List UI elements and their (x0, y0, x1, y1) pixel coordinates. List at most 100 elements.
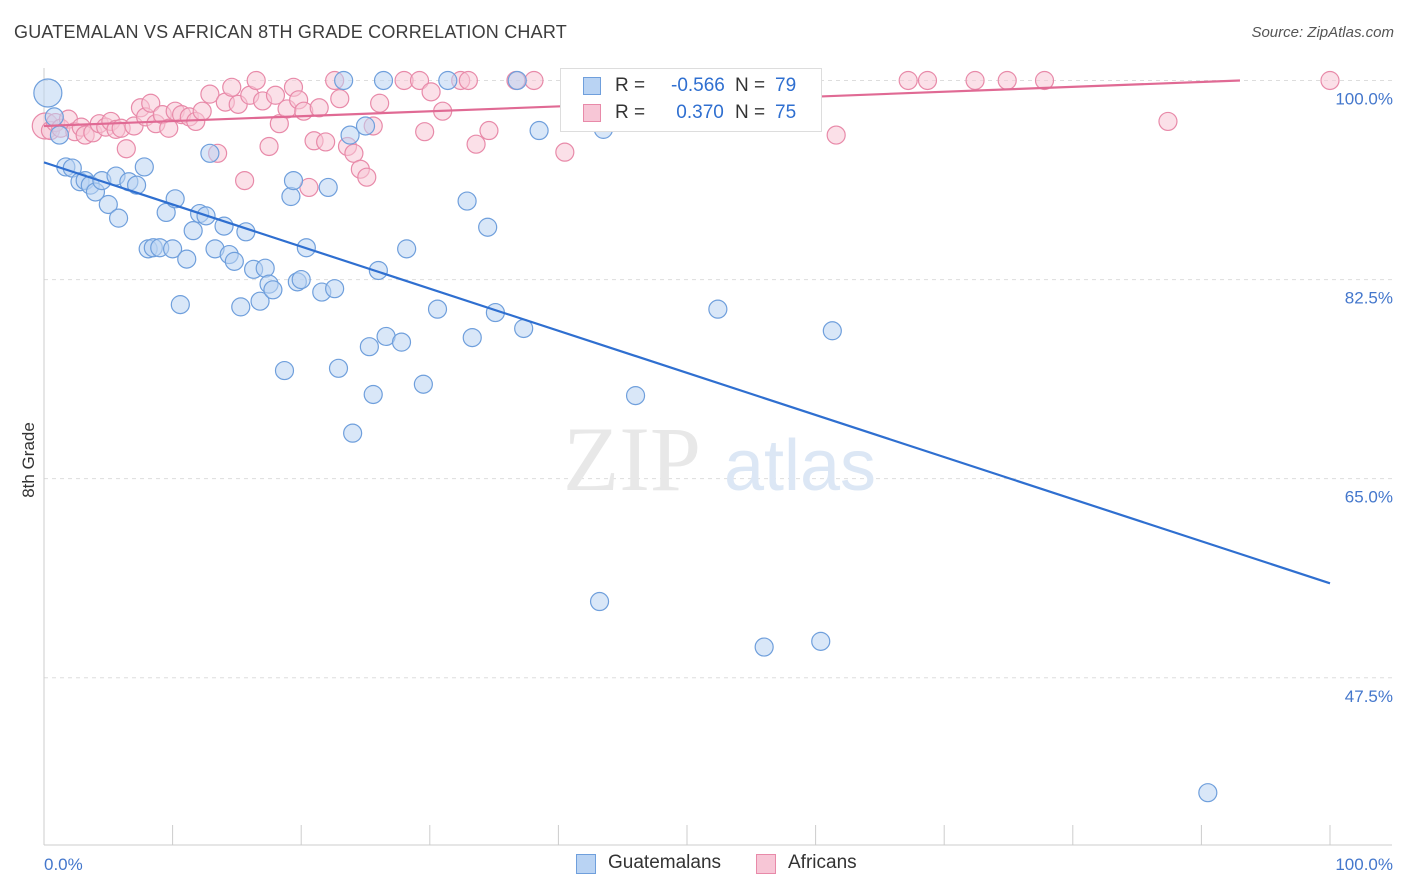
watermark-atlas: atlas (724, 426, 876, 506)
tick-labels: 100.0% 82.5% 65.0% 47.5% 0.0% 100.0% 8th Grade (19, 89, 1393, 874)
data-point-africans (141, 93, 161, 113)
data-point-guatemalans (397, 239, 417, 259)
data-point-guatemalans (163, 239, 183, 259)
data-point-africans (415, 122, 435, 142)
data-point-guatemalans (340, 125, 360, 145)
data-point-guatemalans (283, 170, 304, 191)
data-point-africans (917, 70, 938, 91)
data-point-africans (421, 82, 441, 102)
legend-n-value: 79 (775, 75, 797, 96)
legend-r-label: R = (615, 102, 646, 123)
trendline-guatemalans (43, 161, 1331, 585)
data-point-africans (965, 70, 985, 91)
data-point-guatemalans (281, 186, 301, 207)
data-point-guatemalans (334, 70, 354, 91)
legend-label-guatemalans: Guatemalans (608, 852, 722, 873)
data-point-guatemalans (391, 332, 412, 352)
watermark: ZIP atlas (563, 408, 876, 510)
data-point-africans (458, 70, 478, 91)
x-tick-label: 100.0% (1335, 855, 1393, 874)
data-point-africans (192, 101, 212, 121)
data-point-africans (479, 120, 499, 141)
data-point-africans (116, 139, 136, 159)
y-axis-label: 8th Grade (19, 422, 38, 498)
data-point-africans (555, 142, 575, 162)
data-point-guatemalans (368, 260, 388, 281)
data-point-africans (309, 98, 329, 118)
data-point-guatemalans (589, 591, 610, 612)
grid-lines (44, 79, 1392, 679)
data-point-guatemalans (325, 279, 345, 299)
data-point-guatemalans (274, 360, 295, 381)
data-point-africans (1320, 70, 1340, 91)
data-point-africans (409, 70, 430, 91)
stats-legend: R = -0.566 N = 79 R = 0.370 N = 75 (560, 68, 822, 132)
legend-swatch-pink (756, 854, 776, 874)
data-point-guatemalans (255, 258, 275, 278)
data-point-africans (159, 118, 179, 138)
y-tick-label: 47.5% (1345, 687, 1393, 706)
axes (43, 68, 1392, 846)
data-point-guatemalans (214, 216, 234, 236)
data-point-guatemalans (108, 208, 129, 228)
data-point-africans (370, 93, 390, 113)
data-point-africans (235, 170, 255, 191)
data-point-africans (1158, 111, 1178, 132)
chart-title: GUATEMALAN VS AFRICAN 8TH GRADE CORRELAT… (14, 22, 567, 42)
series-legend: Guatemalans Africans (0, 852, 1406, 878)
legend-n-label: N = (735, 75, 766, 96)
legend-swatch-blue (576, 854, 596, 874)
y-tick-label: 100.0% (1335, 89, 1393, 108)
legend-n-value: 75 (775, 102, 797, 123)
data-point-guatemalans (457, 191, 477, 211)
legend-r-value: -0.566 (671, 75, 725, 96)
y-tick-label: 82.5% (1345, 289, 1393, 308)
series-guatemalans (33, 70, 1218, 803)
data-point-guatemalans (170, 295, 190, 315)
data-point-guatemalans (373, 70, 394, 91)
data-point-guatemalans (250, 291, 270, 311)
data-point-guatemalans (462, 327, 482, 348)
data-point-africans (265, 85, 286, 105)
y-tick-label: 65.0% (1345, 488, 1393, 507)
data-point-guatemalans (413, 374, 433, 394)
data-point-africans (1034, 70, 1055, 91)
data-point-guatemalans (33, 78, 63, 108)
data-point-guatemalans (183, 221, 203, 241)
data-point-guatemalans (355, 116, 376, 136)
data-point-guatemalans (359, 337, 379, 357)
data-point-africans (524, 70, 544, 91)
data-point-africans (316, 132, 336, 152)
data-point-guatemalans (438, 70, 458, 91)
data-point-africans (357, 167, 377, 187)
watermark-zip: ZIP (563, 408, 701, 510)
legend-swatch-pink (583, 104, 601, 122)
data-point-africans (826, 125, 846, 145)
data-point-guatemalans (363, 384, 383, 405)
data-point-africans (246, 70, 266, 91)
legend-swatch-blue (583, 77, 601, 95)
data-point-africans (344, 143, 364, 163)
data-point-guatemalans (98, 194, 118, 215)
data-point-africans (997, 70, 1017, 91)
legend-n-label: N = (735, 102, 766, 123)
data-point-africans (898, 70, 918, 91)
data-point-guatemalans (754, 637, 774, 657)
data-point-guatemalans (328, 358, 349, 378)
data-point-guatemalans (811, 631, 831, 651)
data-point-guatemalans (427, 299, 448, 319)
data-point-guatemalans (291, 269, 311, 290)
data-point-guatemalans (134, 157, 154, 177)
data-point-guatemalans (478, 217, 498, 237)
data-point-guatemalans (507, 70, 527, 91)
data-point-africans (330, 89, 350, 109)
legend-r-value: 0.370 (671, 102, 724, 123)
data-point-guatemalans (625, 386, 646, 406)
data-point-guatemalans (200, 143, 220, 163)
data-point-guatemalans (708, 299, 728, 319)
data-point-guatemalans (49, 125, 70, 145)
x-tick-label: 0.0% (44, 855, 83, 874)
data-point-guatemalans (343, 423, 363, 443)
legend-r-label: R = (615, 75, 646, 96)
